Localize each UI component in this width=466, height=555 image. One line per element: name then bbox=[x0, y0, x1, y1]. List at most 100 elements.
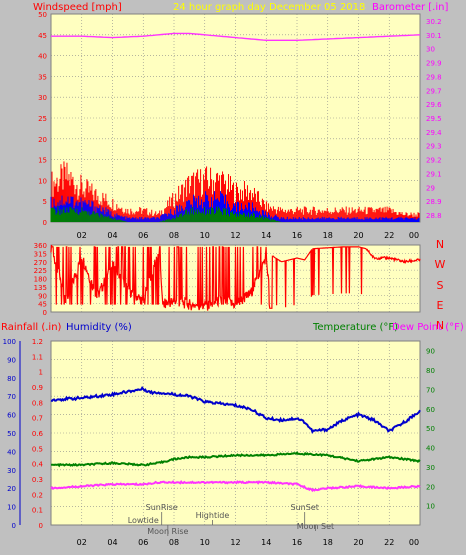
wind-y-tick: 45 bbox=[38, 32, 47, 40]
annotation-label: Moon Rise bbox=[147, 527, 188, 536]
rainfall-y-tick: 0.7 bbox=[32, 415, 43, 423]
baro-y-tick: 29.7 bbox=[426, 87, 442, 95]
rainfall-y-tick: 0.6 bbox=[32, 430, 44, 438]
humidity-y-tick: 60 bbox=[7, 412, 16, 420]
wind-x-tick: 14 bbox=[261, 231, 271, 240]
humidity-x-tick: 18 bbox=[323, 538, 333, 547]
humidity-y-tick: 20 bbox=[7, 485, 16, 493]
wind-y-tick: 30 bbox=[38, 94, 47, 102]
rainfall-axis-title: Rainfall (.in) bbox=[1, 322, 62, 333]
wind-y-tick: 10 bbox=[38, 177, 47, 185]
direction-y-tick: 360 bbox=[34, 242, 47, 250]
humidity-y-tick: 40 bbox=[7, 448, 16, 456]
compass-label: S bbox=[437, 279, 444, 292]
rainfall-y-tick: 1.2 bbox=[32, 338, 43, 346]
direction-y-tick: 180 bbox=[34, 276, 47, 284]
wind-direction-line bbox=[50, 244, 421, 311]
wind-plot-area bbox=[50, 13, 421, 223]
annotation-label: SunSet bbox=[291, 503, 319, 512]
baro-y-tick: 29.8 bbox=[426, 73, 442, 81]
baro-y-tick: 29.3 bbox=[426, 143, 442, 151]
wind-x-tick: 22 bbox=[384, 231, 394, 240]
dewpoint-line bbox=[50, 480, 421, 493]
graph-title: 24 hour graph day December 05 2018 bbox=[173, 2, 365, 13]
wind-x-tick: 06 bbox=[138, 231, 148, 240]
humidity-y-tick: 70 bbox=[7, 393, 16, 401]
humidity-x-tick: 14 bbox=[261, 538, 271, 547]
baro-y-tick: 29.9 bbox=[426, 60, 442, 68]
annotation-label: Hightide bbox=[196, 511, 230, 520]
annotation-label: SunRise bbox=[146, 503, 178, 512]
humidity-x-tick: 02 bbox=[77, 538, 87, 547]
baro-y-tick: 29.6 bbox=[426, 101, 442, 109]
wind-y-tick: 15 bbox=[38, 157, 47, 165]
direction-y-tick: 45 bbox=[38, 301, 47, 309]
wind-x-tick: 10 bbox=[200, 231, 210, 240]
wind-x-tick: 04 bbox=[107, 231, 117, 240]
wind-x-tick: 08 bbox=[169, 231, 179, 240]
humidity-x-tick: 08 bbox=[169, 538, 179, 547]
rainfall-y-tick: 0.3 bbox=[32, 476, 43, 484]
humidity-y-tick: 90 bbox=[7, 356, 16, 364]
rainfall-y-tick: 0.8 bbox=[32, 399, 43, 407]
temperature-y-tick: 60 bbox=[426, 406, 435, 414]
wind-x-tick: 20 bbox=[353, 231, 363, 240]
humidity-x-tick: 04 bbox=[107, 538, 117, 547]
humidity-x-tick: 22 bbox=[384, 538, 394, 547]
humidity-x-tick: 10 bbox=[200, 538, 210, 547]
dewpoint-axis-title: Dew Point (°F) bbox=[392, 322, 464, 333]
baro-y-tick: 29.1 bbox=[426, 170, 442, 178]
baro-axis-title: Barometer [.in] bbox=[372, 2, 448, 13]
rainfall-y-tick: 0.5 bbox=[32, 445, 43, 453]
humidity-axis-title: Humidity (%) bbox=[66, 322, 132, 333]
temperature-y-tick: 30 bbox=[426, 464, 435, 472]
compass-label: N bbox=[436, 238, 444, 251]
baro-y-tick: 30.1 bbox=[426, 32, 442, 40]
humidity-y-tick: 0 bbox=[12, 522, 16, 530]
baro-y-tick: 29 bbox=[426, 184, 435, 192]
direction-y-tick: 270 bbox=[34, 259, 47, 267]
wind-y-tick: 50 bbox=[38, 11, 47, 19]
wind-y-tick: 35 bbox=[38, 73, 47, 81]
baro-y-tick: 29.4 bbox=[426, 129, 442, 137]
temperature-y-tick: 40 bbox=[426, 445, 435, 453]
wind-x-tick: 18 bbox=[323, 231, 333, 240]
direction-y-tick: 225 bbox=[34, 267, 47, 275]
humidity-line bbox=[50, 386, 421, 435]
humidity-x-tick: 20 bbox=[353, 538, 363, 547]
temperature-y-tick: 50 bbox=[426, 425, 435, 433]
temperature-y-tick: 80 bbox=[426, 367, 435, 375]
baro-y-tick: 30 bbox=[426, 46, 435, 54]
humidity-x-tick: 00 bbox=[409, 538, 419, 547]
annotation-label: Lowtide bbox=[128, 516, 159, 525]
wind-y-tick: 20 bbox=[38, 136, 47, 144]
humidity-y-tick: 80 bbox=[7, 375, 16, 383]
wind-x-tick: 12 bbox=[230, 231, 240, 240]
compass-label: E bbox=[437, 299, 444, 312]
wind-axis-title: Windspeed [mph] bbox=[33, 2, 122, 13]
temperature-y-tick: 90 bbox=[426, 348, 435, 356]
rainfall-y-tick: 0.1 bbox=[32, 507, 43, 515]
rainfall-y-tick: 0.2 bbox=[32, 491, 43, 499]
humidity-x-tick: 12 bbox=[230, 538, 240, 547]
direction-y-tick: 0 bbox=[43, 309, 47, 317]
barometer-line bbox=[51, 32, 421, 41]
baro-y-tick: 28.9 bbox=[426, 198, 442, 206]
temperature-axis-title: Temperature (°F) bbox=[312, 322, 398, 333]
humidity-y-tick: 50 bbox=[7, 430, 16, 438]
wind-x-tick: 16 bbox=[292, 231, 302, 240]
baro-y-tick: 29.2 bbox=[426, 157, 442, 165]
rainfall-y-tick: 0.9 bbox=[32, 384, 43, 392]
direction-y-tick: 315 bbox=[34, 250, 47, 258]
baro-y-tick: 29.5 bbox=[426, 115, 442, 123]
compass-label: N bbox=[436, 319, 444, 332]
wind-y-tick: 25 bbox=[38, 115, 47, 123]
rainfall-y-tick: 0.4 bbox=[32, 461, 44, 469]
wind-x-tick: 02 bbox=[77, 231, 87, 240]
baro-y-tick: 30.2 bbox=[426, 18, 442, 26]
wind-y-tick: 5 bbox=[43, 198, 47, 206]
temperature-y-tick: 70 bbox=[426, 386, 435, 394]
baro-y-tick: 28.8 bbox=[426, 212, 442, 220]
rainfall-y-tick: 0 bbox=[39, 522, 43, 530]
rainfall-y-tick: 1 bbox=[39, 369, 43, 377]
